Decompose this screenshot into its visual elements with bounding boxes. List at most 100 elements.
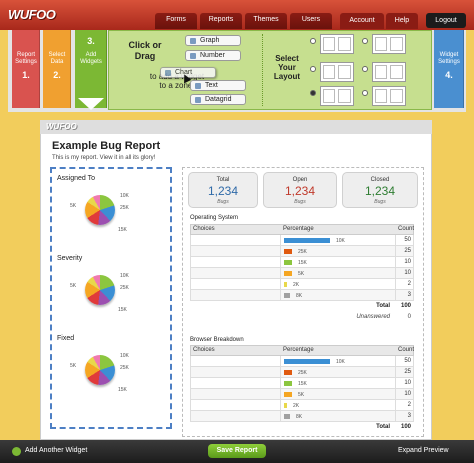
widget-label: Text <box>205 82 218 89</box>
pie-chart <box>85 275 115 305</box>
widget-label: Graph <box>200 37 220 44</box>
nav-tab[interactable]: Forms <box>155 13 197 29</box>
widget-button[interactable]: Number <box>185 50 241 61</box>
bar-label: 5K <box>298 271 305 277</box>
count-cell: 50 <box>404 358 411 364</box>
count-cell: 25 <box>404 369 411 375</box>
layout-block <box>338 89 351 103</box>
percentage-bar <box>284 359 330 364</box>
percentage-bar <box>284 392 292 397</box>
count-cell: 50 <box>404 237 411 243</box>
pie-label: 10K <box>120 193 129 199</box>
table-row <box>190 257 414 268</box>
layout-thumb[interactable] <box>372 86 406 106</box>
table-divider <box>395 290 396 301</box>
step[interactable]: 2. Select Data <box>43 30 71 108</box>
report-header <box>40 120 432 134</box>
nav-tab[interactable]: Themes <box>245 13 287 29</box>
layout-thumb[interactable] <box>320 34 354 54</box>
bar-label: 10K <box>336 238 345 244</box>
pie-label: 5K <box>70 363 77 369</box>
step-label: Report Settings <box>15 52 37 65</box>
layout-radio[interactable] <box>362 66 368 72</box>
layout-block <box>375 89 387 103</box>
pie-label: 25K <box>120 285 129 291</box>
layout-radio[interactable] <box>310 38 316 44</box>
account-link[interactable]: Account <box>340 13 384 29</box>
widget-label: Number <box>200 52 225 59</box>
total-value: 100 <box>400 424 411 430</box>
layout-block <box>323 89 335 103</box>
widget-button[interactable]: Datagrid <box>190 94 246 105</box>
layout-thumb[interactable] <box>372 34 406 54</box>
pie-label: 5K <box>70 203 77 209</box>
table-row <box>190 389 414 400</box>
help-link[interactable]: Help <box>386 13 418 29</box>
total-value: 100 <box>400 303 411 309</box>
add-icon <box>12 447 21 456</box>
step-number: 1. <box>22 70 30 80</box>
table-header-cell: Choices <box>193 347 215 353</box>
bar-label: 8K <box>296 414 303 420</box>
add-widget-button[interactable]: Add Another Widget <box>25 447 88 454</box>
bar-label: 5K <box>298 392 305 398</box>
widget-label: Chart <box>175 69 193 76</box>
table-title: Browser Breakdown <box>190 337 244 343</box>
step-number: 3. <box>87 36 95 46</box>
number-label: Open <box>292 177 308 183</box>
table-row <box>190 268 414 279</box>
layout-block <box>375 65 387 79</box>
layout-thumb[interactable] <box>320 86 354 106</box>
divider <box>262 34 263 106</box>
number-label: Total <box>216 177 230 183</box>
count-cell: 10 <box>404 259 411 265</box>
table-header <box>190 345 414 356</box>
pie-title: Severity <box>57 255 83 262</box>
logout-button[interactable]: Logout <box>426 13 466 28</box>
nav-tab-label: Reports <box>208 16 234 23</box>
table-divider <box>280 356 281 367</box>
pie-label: 10K <box>120 273 129 279</box>
table-divider <box>280 367 281 378</box>
percentage-bar <box>284 403 287 408</box>
widget-button[interactable]: Chart <box>160 67 216 78</box>
layout-radio[interactable] <box>362 90 368 96</box>
layout-thumb[interactable] <box>320 62 354 82</box>
number-label: Closed <box>370 177 390 183</box>
total-label: Total <box>376 424 390 430</box>
step[interactable]: 1. Report Settings <box>12 30 40 108</box>
nav-tab[interactable]: Reports <box>200 13 242 29</box>
nav-tab[interactable]: Users <box>290 13 332 29</box>
table-title: Operating System <box>190 215 239 221</box>
pie-label: 10K <box>120 353 129 359</box>
step[interactable]: 3. Add Widgets <box>75 30 107 108</box>
widget-icon <box>190 53 196 59</box>
widget-button[interactable]: Text <box>190 80 246 91</box>
layout-block <box>323 65 335 79</box>
layout-block <box>338 65 351 79</box>
expand-preview-button[interactable]: Expand Preview <box>398 447 449 454</box>
layout-radio[interactable] <box>362 38 368 44</box>
nav-tab-label: Themes <box>253 16 279 23</box>
number-value: 1,234 <box>284 184 316 198</box>
layout-thumb[interactable] <box>372 62 406 82</box>
percentage-bar <box>284 414 290 419</box>
bar-label: 15K <box>298 260 307 266</box>
save-report-button[interactable]: Save Report <box>208 444 266 458</box>
count-cell: 3 <box>407 292 411 298</box>
layout-block <box>390 37 403 51</box>
widget-icon <box>195 83 201 89</box>
layout-radio[interactable] <box>310 90 316 96</box>
nav-tab-label: Users <box>301 16 321 23</box>
step[interactable]: 4. Widget Settings <box>434 30 464 108</box>
step-arrow <box>78 98 104 110</box>
layout-radio[interactable] <box>310 66 316 72</box>
number-unit: Bugs <box>217 199 229 205</box>
count-cell: 2 <box>407 402 411 408</box>
table-row <box>190 279 414 290</box>
number-card: Total 1,234 Bugs <box>188 172 258 208</box>
widget-button[interactable]: Graph <box>185 35 241 46</box>
table-divider <box>280 290 281 301</box>
table-divider <box>395 235 396 246</box>
table-divider <box>395 367 396 378</box>
